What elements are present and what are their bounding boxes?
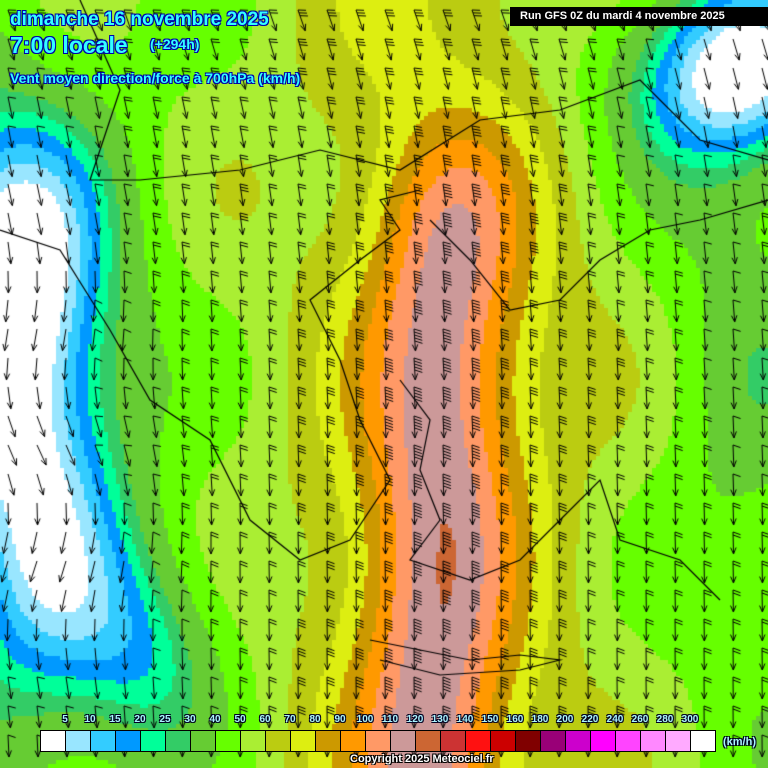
- legend-label: 180: [531, 714, 549, 725]
- legend-label: 70: [284, 714, 296, 725]
- legend-label: 40: [209, 714, 221, 725]
- legend-label: 30: [184, 714, 196, 725]
- legend-label: 140: [456, 714, 474, 725]
- legend-label: 300: [681, 714, 699, 725]
- legend-label: 15: [109, 714, 121, 725]
- copyright: Copyright 2025 Meteociel.fr: [350, 753, 494, 765]
- legend-label: 240: [606, 714, 624, 725]
- legend-swatch: [216, 731, 241, 751]
- legend-swatch: [66, 731, 91, 751]
- forecast-time: 7:00 locale: [10, 32, 128, 58]
- legend-label: 280: [656, 714, 674, 725]
- legend-swatch: [141, 731, 166, 751]
- legend-swatch: [641, 731, 666, 751]
- legend-swatch: [416, 731, 441, 751]
- legend-swatch: [491, 731, 516, 751]
- legend-label: 80: [309, 714, 321, 725]
- legend-swatch: [516, 731, 541, 751]
- legend-unit: (km/h): [723, 736, 756, 748]
- legend-swatch: [566, 731, 591, 751]
- legend-swatch: [91, 731, 116, 751]
- legend-swatch: [541, 731, 566, 751]
- legend-label: 120: [406, 714, 424, 725]
- legend-label: 260: [631, 714, 649, 725]
- parameter-title: Vent moyen direction/force à 700hPa (km/…: [10, 70, 301, 86]
- legend-swatch: [116, 731, 141, 751]
- legend-swatch: [391, 731, 416, 751]
- legend-swatch: [591, 731, 616, 751]
- legend-swatch: [666, 731, 691, 751]
- legend-label: 10: [84, 714, 96, 725]
- legend-label: 220: [581, 714, 599, 725]
- legend-label: 130: [431, 714, 449, 725]
- color-legend: [40, 730, 716, 752]
- legend-label: 5: [62, 714, 68, 725]
- legend-swatch: [691, 731, 715, 751]
- forecast-lead: (+294h): [150, 36, 200, 52]
- legend-swatch: [266, 731, 291, 751]
- legend-swatch: [291, 731, 316, 751]
- legend-swatch: [366, 731, 391, 751]
- legend-swatch: [241, 731, 266, 751]
- legend-label: 200: [556, 714, 574, 725]
- legend-label: 90: [334, 714, 346, 725]
- run-info: Run GFS 0Z du mardi 4 novembre 2025: [510, 7, 768, 26]
- legend-swatch: [466, 731, 491, 751]
- legend-label: 25: [159, 714, 171, 725]
- forecast-date: dimanche 16 novembre 2025: [10, 9, 269, 30]
- legend-label: 20: [134, 714, 146, 725]
- legend-label: 60: [259, 714, 271, 725]
- legend-swatch: [441, 731, 466, 751]
- legend-swatch: [316, 731, 341, 751]
- legend-label: 100: [356, 714, 374, 725]
- legend-label: 50: [234, 714, 246, 725]
- legend-swatch: [166, 731, 191, 751]
- legend-swatch: [341, 731, 366, 751]
- legend-swatch: [41, 731, 66, 751]
- legend-label: 110: [381, 714, 399, 725]
- legend-swatch: [616, 731, 641, 751]
- legend-label: 150: [481, 714, 499, 725]
- legend-swatch: [191, 731, 216, 751]
- legend-label: 160: [506, 714, 524, 725]
